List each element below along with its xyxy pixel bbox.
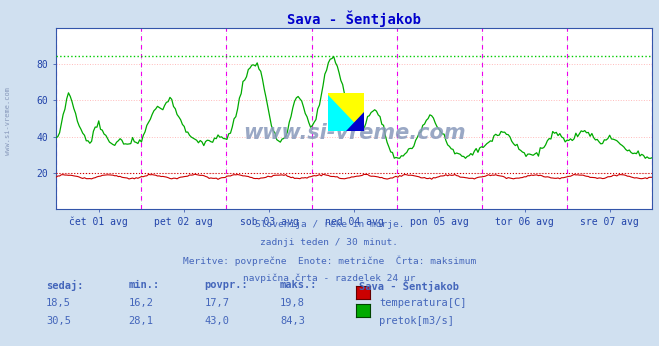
Text: 16,2: 16,2 [129, 298, 154, 308]
Polygon shape [328, 93, 364, 131]
Text: pretok[m3/s]: pretok[m3/s] [379, 316, 454, 326]
Text: 19,8: 19,8 [280, 298, 305, 308]
Text: 30,5: 30,5 [46, 316, 71, 326]
Text: www.si-vreme.com: www.si-vreme.com [243, 123, 465, 143]
Text: 18,5: 18,5 [46, 298, 71, 308]
Text: zadnji teden / 30 minut.: zadnji teden / 30 minut. [260, 238, 399, 247]
Text: 43,0: 43,0 [204, 316, 229, 326]
Text: 17,7: 17,7 [204, 298, 229, 308]
Text: www.si-vreme.com: www.si-vreme.com [5, 87, 11, 155]
Text: min.:: min.: [129, 280, 159, 290]
Text: Slovenija / reke in morje.: Slovenija / reke in morje. [255, 220, 404, 229]
Text: Meritve: povprečne  Enote: metrične  Črta: maksimum: Meritve: povprečne Enote: metrične Črta:… [183, 256, 476, 266]
Text: navpična črta - razdelek 24 ur: navpična črta - razdelek 24 ur [243, 274, 416, 283]
Text: maks.:: maks.: [280, 280, 318, 290]
Text: povpr.:: povpr.: [204, 280, 248, 290]
Text: sedaj:: sedaj: [46, 280, 84, 291]
Text: 28,1: 28,1 [129, 316, 154, 326]
Text: Sava - Šentjakob: Sava - Šentjakob [359, 280, 459, 292]
Text: 84,3: 84,3 [280, 316, 305, 326]
Text: temperatura[C]: temperatura[C] [379, 298, 467, 308]
Polygon shape [346, 112, 364, 131]
Title: Sava - Šentjakob: Sava - Šentjakob [287, 10, 421, 27]
Polygon shape [328, 93, 364, 131]
